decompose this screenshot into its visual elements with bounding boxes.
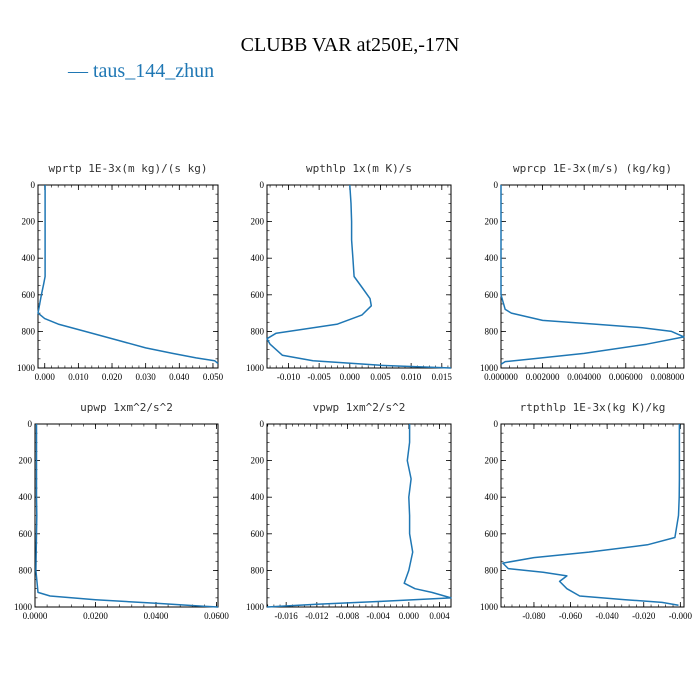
x-tick-label: 0.008000	[650, 372, 684, 382]
y-tick-label: 800	[251, 326, 265, 336]
x-tick-label: 0.005	[370, 372, 391, 382]
y-tick-label: 800	[19, 565, 33, 575]
panel-title: upwp 1xm^2/s^2	[80, 401, 173, 414]
plot-frame	[266, 423, 452, 608]
legend-entry: — taus_144_zhun	[68, 60, 215, 82]
x-tick-label: 0.030	[136, 372, 157, 382]
main-title: CLUBB VAR at250E,-17N	[240, 34, 460, 56]
series-line	[266, 184, 452, 369]
y-tick-label: 800	[485, 565, 499, 575]
series-line	[500, 185, 685, 365]
x-tick-label: 0.0000	[23, 611, 48, 621]
x-tick-label: 0.000000	[484, 372, 518, 382]
series-line	[35, 424, 219, 608]
y-tick-label: 800	[251, 565, 265, 575]
x-tick-label: -0.020	[632, 611, 656, 621]
y-tick-label: 400	[19, 492, 33, 502]
x-tick-label: -0.080	[522, 611, 546, 621]
x-tick-label: -0.004	[367, 611, 391, 621]
y-tick-label: 1000	[480, 363, 499, 373]
x-tick-label: 0.020	[102, 372, 123, 382]
x-tick-label: -0.008	[336, 611, 360, 621]
x-tick-label: -0.000	[669, 611, 693, 621]
y-tick-label: 600	[485, 529, 499, 539]
y-tick-label: 0	[28, 419, 33, 429]
plot-frame	[37, 184, 219, 369]
x-tick-label: -0.005	[308, 372, 332, 382]
x-tick-label: 0.050	[203, 372, 224, 382]
y-tick-label: 1000	[17, 363, 36, 373]
panel-5: vpwp 1xm^2/s^2 0 200 400 600 800 1000 -0.016 -0.…	[246, 401, 452, 621]
panel-title: wprtp 1E-3x(m kg)/(s kg)	[49, 162, 208, 175]
y-tick-label: 400	[485, 492, 499, 502]
y-tick-label: 0	[494, 419, 499, 429]
y-tick-label: 400	[251, 253, 265, 263]
x-tick-label: 0.000	[399, 611, 420, 621]
y-tick-label: 0	[31, 180, 36, 190]
x-tick-label: 0.010	[68, 372, 89, 382]
panel-title: vpwp 1xm^2/s^2	[313, 401, 406, 414]
x-tick-label: -0.016	[275, 611, 299, 621]
panel-3: wprcp 1E-3x(m/s) (kg/kg) 0 200 400 600 800 100…	[480, 162, 685, 382]
y-tick-label: 1000	[480, 602, 499, 612]
panel-title: wprcp 1E-3x(m/s) (kg/kg)	[513, 162, 672, 175]
series-line	[37, 185, 219, 364]
x-tick-label: 0.0600	[204, 611, 229, 621]
y-tick-label: 0	[494, 180, 499, 190]
y-tick-label: 600	[251, 290, 265, 300]
y-tick-label: 200	[485, 217, 499, 227]
x-tick-label: 0.004	[429, 611, 450, 621]
x-tick-label: 0.010	[401, 372, 422, 382]
y-tick-label: 1000	[14, 602, 33, 612]
y-tick-label: 800	[485, 326, 499, 336]
x-tick-label: -0.010	[277, 372, 301, 382]
series-line	[502, 424, 681, 606]
x-tick-label: 0.004000	[567, 372, 601, 382]
x-tick-label: 0.015	[432, 372, 453, 382]
x-tick-label: 0.000	[35, 372, 56, 382]
series-line	[266, 424, 452, 608]
x-tick-label: 0.0400	[144, 611, 169, 621]
y-tick-label: 400	[251, 492, 265, 502]
y-tick-label: 200	[251, 456, 265, 466]
y-tick-label: 600	[485, 290, 499, 300]
y-tick-label: 1000	[246, 602, 265, 612]
y-tick-label: 600	[22, 290, 36, 300]
y-tick-label: 200	[19, 456, 33, 466]
x-tick-label: 0.002000	[526, 372, 560, 382]
panel-title: rtpthlp 1E-3x(kg K)/kg	[520, 401, 666, 414]
y-tick-label: 400	[22, 253, 36, 263]
plot-frame	[500, 184, 685, 369]
x-tick-label: 0.040	[169, 372, 190, 382]
y-tick-label: 200	[251, 217, 265, 227]
plot-frame	[266, 184, 452, 369]
plot-frame	[34, 423, 219, 608]
y-tick-label: 400	[485, 253, 499, 263]
y-tick-label: 600	[251, 529, 265, 539]
x-tick-label: 0.0200	[83, 611, 108, 621]
y-tick-label: 0	[260, 180, 265, 190]
x-tick-label: 0.006000	[609, 372, 643, 382]
x-tick-label: -0.012	[305, 611, 328, 621]
y-tick-label: 800	[22, 326, 36, 336]
y-tick-label: 200	[485, 456, 499, 466]
plot-frame	[500, 423, 685, 608]
x-tick-label: -0.060	[559, 611, 583, 621]
panel-6: rtpthlp 1E-3x(kg K)/kg 0 200 400 600 800 1000 -…	[480, 401, 692, 621]
y-tick-label: 200	[22, 217, 36, 227]
y-tick-label: 0	[260, 419, 265, 429]
panel-1: wprtp 1E-3x(m kg)/(s kg) 0 200 400 600 800 100…	[17, 162, 224, 382]
y-tick-label: 600	[19, 529, 33, 539]
panel-title: wpthlp 1x(m K)/s	[306, 162, 412, 175]
y-tick-label: 1000	[246, 363, 265, 373]
x-tick-label: 0.000	[340, 372, 361, 382]
x-tick-label: -0.040	[596, 611, 620, 621]
panel-2: wpthlp 1x(m K)/s 0 200 400 600 800 1000 -0.010-…	[246, 162, 452, 382]
